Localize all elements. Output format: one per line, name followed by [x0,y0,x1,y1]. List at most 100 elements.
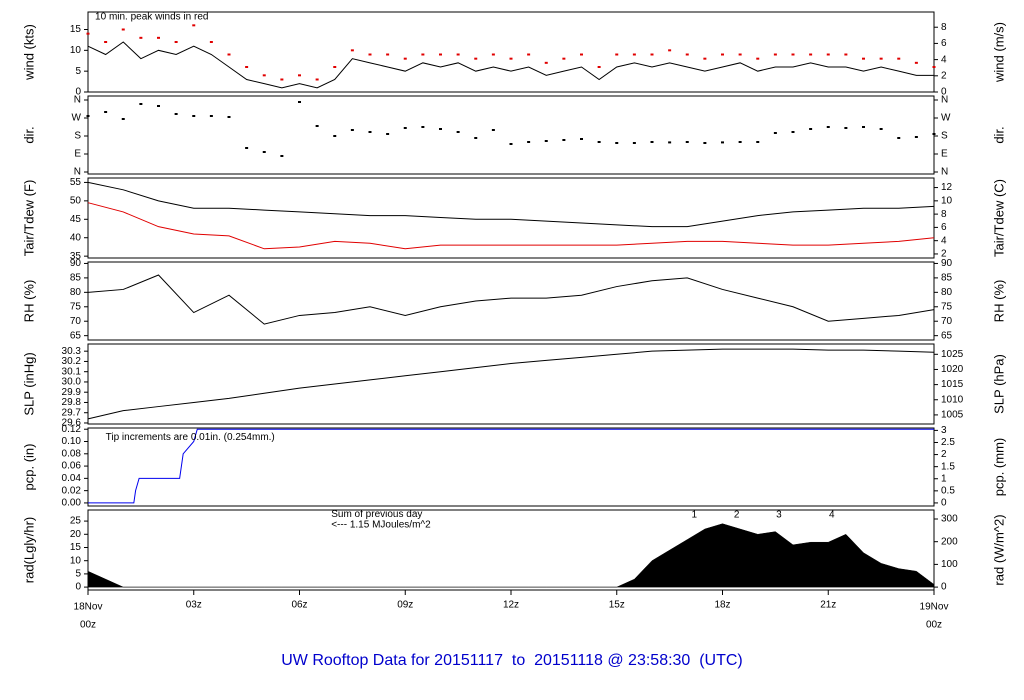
data-point [280,78,284,81]
data-point [439,128,442,130]
y-tick-label: 25 [70,516,82,527]
data-point [809,53,813,56]
y2-axis-label: dir. [991,126,1006,143]
y-tick-label: 6 [941,38,947,49]
x-tick-label: 06z [291,600,307,611]
data-point [333,66,337,68]
data-point [791,131,795,133]
x-tick-label: 00z [80,620,96,631]
line [87,274,935,325]
data-point [703,57,707,60]
data-point [298,101,301,103]
y-tick-label: 0 [941,582,947,593]
data-point [650,141,654,143]
data-point [333,135,337,137]
data-point [791,53,795,56]
x-tick-label: 15z [609,600,625,611]
data-point [491,129,495,131]
line [87,202,935,250]
area [87,523,935,588]
y-tick-label: 15 [70,542,82,553]
data-point [209,41,213,43]
y-tick-label: 0 [75,582,81,593]
data-point [914,61,918,64]
y-tick-label: 40 [70,232,82,243]
y2-axis-label: Tair/Tdew (C) [991,179,1006,257]
data-point [315,78,319,81]
y-tick-label: 8 [941,22,947,33]
y-tick-label: W [941,113,951,124]
y-tick-label: 80 [941,287,953,298]
data-point [509,57,513,60]
data-point [597,66,601,68]
x-date-label: 18Nov [74,602,103,613]
panel-frame [87,11,935,93]
data-point [544,140,548,142]
y-tick-label: 2.5 [941,437,955,448]
data-point [844,53,848,56]
data-point [86,115,90,117]
data-point [350,49,354,52]
y-tick-label: 5 [75,569,81,580]
data-point [862,126,865,128]
data-point [897,57,901,60]
y-tick-label: 0.04 [62,473,82,484]
y-tick-label: S [74,131,81,142]
x-tick-label: 03z [186,600,202,611]
y-tick-label: 10 [70,555,82,566]
y-tick-label: 2 [941,449,947,460]
y-tick-label: 1010 [941,394,964,405]
data-point [544,61,548,64]
y-tick-label: 0 [75,87,81,98]
x-tick-label: 21z [820,600,836,611]
y-tick-label: 1015 [941,379,964,390]
data-point [121,28,125,31]
y-tick-label: 0.08 [62,448,82,459]
data-point [932,66,936,68]
data-point [86,32,90,35]
data-point [668,141,672,144]
data-point [174,113,178,115]
y-tick-label: 1020 [941,364,964,375]
data-point [756,57,760,60]
x-tick-label: 18z [714,600,730,611]
annotation: Sum of previous day [331,509,422,520]
data-point [157,36,160,39]
y-tick-label: N [941,95,948,106]
line [88,428,934,504]
line [87,181,935,228]
data-point [809,128,813,130]
y-tick-label: 29.9 [62,387,82,398]
y-tick-label: 70 [70,316,82,327]
data-point [227,53,231,56]
data-point [368,131,372,133]
line [87,41,934,89]
data-point [632,142,636,144]
y-tick-label: 85 [70,273,82,284]
data-point [527,141,531,143]
y-tick-label: N [74,95,81,106]
data-point [139,36,143,39]
y-tick-label: 75 [941,301,953,312]
y-tick-label: 29.7 [62,407,82,418]
y-tick-label: 8 [941,209,947,220]
y-tick-label: 55 [70,177,82,188]
y-tick-label: W [72,113,82,124]
line [87,348,935,420]
panel-frame [87,177,935,259]
y-tick-label: 100 [941,559,958,570]
y-tick-label: 30.3 [62,346,82,357]
y-tick-label: 3 [941,425,947,436]
y2-axis-label: wind (m/s) [991,22,1006,83]
y-tick-label: 1025 [941,349,964,360]
y-tick-label: 10 [941,195,953,206]
y-tick-label: 2 [941,70,947,81]
data-point [897,137,901,139]
data-point [580,53,583,56]
marker-label: 3 [776,510,782,521]
y-axis-label: rad(Lgly/hr) [21,517,36,583]
y-axis-label: pcp. (in) [21,444,36,491]
x-tick-label: 12z [503,600,519,611]
data-point [862,57,865,60]
data-point [879,128,883,130]
